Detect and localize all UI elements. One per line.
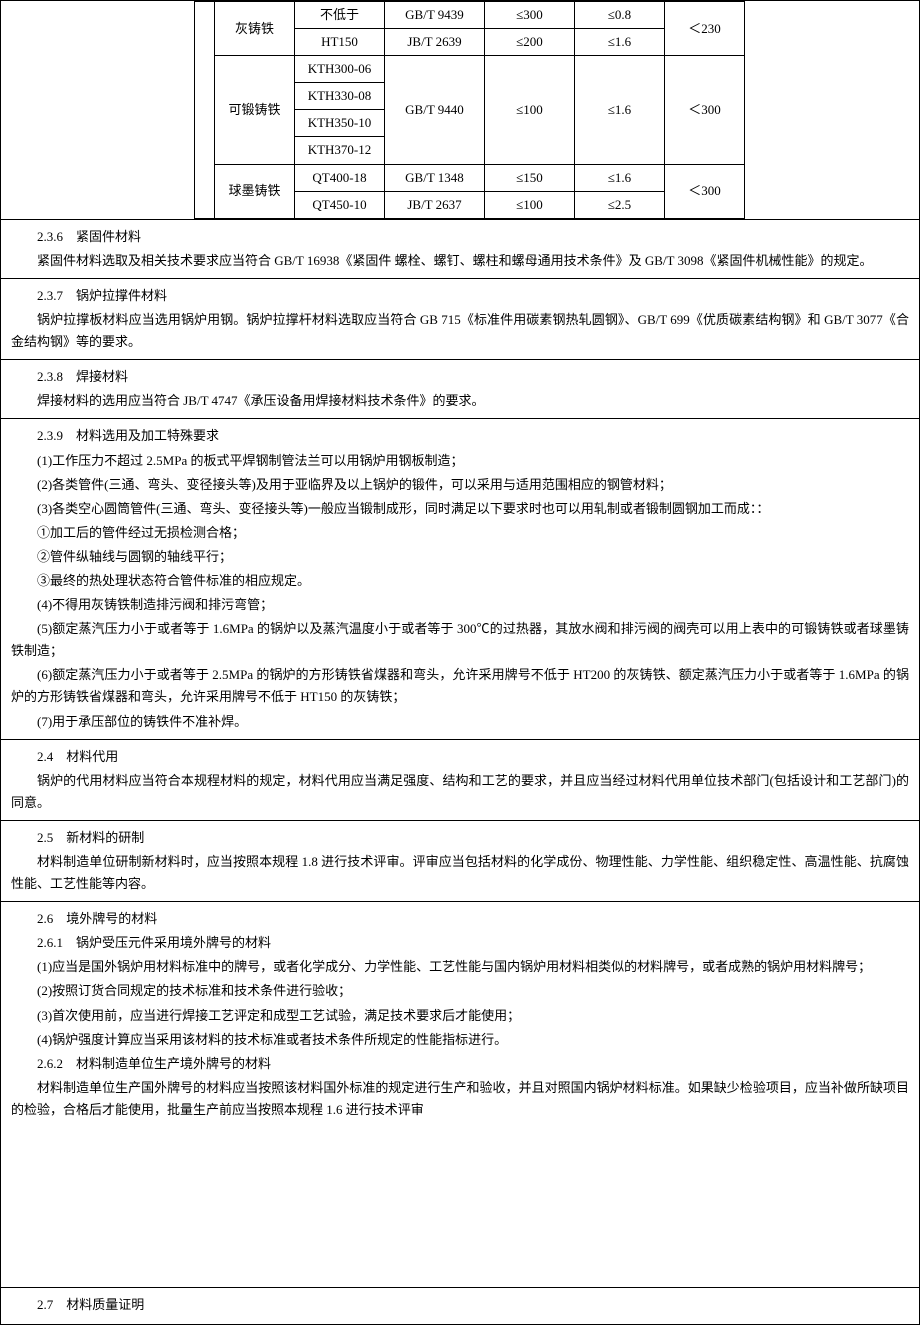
section-title: 2.3.8 焊接材料 bbox=[11, 366, 909, 388]
paragraph: (6)额定蒸汽压力小于或者等于 2.5MPa 的锅炉的方形铸铁省煤器和弯头，允许… bbox=[11, 664, 909, 708]
paragraph: (1)工作压力不超过 2.5MPa 的板式平焊钢制管法兰可以用锅炉用钢板制造； bbox=[11, 450, 909, 472]
paragraph: (7)用于承压部位的铸铁件不准补焊。 bbox=[11, 711, 909, 733]
grade-cell: HT150 bbox=[295, 29, 385, 56]
paragraph: 材料制造单位研制新材料时，应当按照本规程 1.8 进行技术评审。评审应当包括材料… bbox=[11, 851, 909, 895]
value-cell: ≤300 bbox=[485, 2, 575, 29]
value-cell: ＜300 bbox=[665, 56, 745, 164]
section-title: 2.5 新材料的研制 bbox=[11, 827, 909, 849]
paragraph: ②管件纵轴线与圆钢的轴线平行； bbox=[11, 546, 909, 568]
paragraph: (2)各类管件(三通、弯头、变径接头等)及用于亚临界及以上锅炉的锻件，可以采用与… bbox=[11, 474, 909, 496]
section-237: 2.3.7 锅炉拉撑件材料 锅炉拉撑板材料应当选用锅炉用钢。锅炉拉撑杆材料选取应… bbox=[1, 279, 919, 359]
value-cell: ≤1.6 bbox=[575, 164, 665, 191]
section-24: 2.4 材料代用 锅炉的代用材料应当符合本规程材料的规定，材料代用应当满足强度、… bbox=[1, 740, 919, 820]
grade-cell: 不低于 bbox=[295, 2, 385, 29]
paragraph: 材料制造单位生产国外牌号的材料应当按照该材料国外标准的规定进行生产和验收，并且对… bbox=[11, 1077, 909, 1121]
section-27: 2.7 材料质量证明 bbox=[1, 1287, 919, 1324]
section-title: 2.4 材料代用 bbox=[11, 746, 909, 768]
grade-cell: KTH350-10 bbox=[295, 110, 385, 137]
value-cell: ≤100 bbox=[485, 56, 575, 164]
table-row: 球墨铸铁 QT400-18 GB/T 1348 ≤150 ≤1.6 ＜300 bbox=[195, 164, 745, 191]
table-section: 灰铸铁 不低于 GB/T 9439 ≤300 ≤0.8 ＜230 HT150 J… bbox=[1, 1, 919, 220]
paragraph: (2)按照订货合同规定的技术标准和技术条件进行验收； bbox=[11, 980, 909, 1002]
std-cell: JB/T 2637 bbox=[385, 191, 485, 218]
section-239: 2.3.9 材料选用及加工特殊要求 (1)工作压力不超过 2.5MPa 的板式平… bbox=[1, 419, 919, 738]
grade-cell: QT450-10 bbox=[295, 191, 385, 218]
value-cell: ≤200 bbox=[485, 29, 575, 56]
paragraph: (3)各类空心圆筒管件(三通、弯头、变径接头等)一般应当锻制成形，同时满足以下要… bbox=[11, 498, 909, 520]
paragraph: 焊接材料的选用应当符合 JB/T 4747《承压设备用焊接材料技术条件》的要求。 bbox=[11, 390, 909, 412]
empty-cell bbox=[195, 2, 215, 219]
table-row: 可锻铸铁 KTH300-06 GB/T 9440 ≤100 ≤1.6 ＜300 bbox=[195, 56, 745, 83]
page-container: 灰铸铁 不低于 GB/T 9439 ≤300 ≤0.8 ＜230 HT150 J… bbox=[0, 0, 920, 1325]
grade-cell: KTH370-12 bbox=[295, 137, 385, 164]
value-cell: ＜300 bbox=[665, 164, 745, 218]
table-row: 灰铸铁 不低于 GB/T 9439 ≤300 ≤0.8 ＜230 bbox=[195, 2, 745, 29]
material-cell: 可锻铸铁 bbox=[215, 56, 295, 164]
section-236: 2.3.6 紧固件材料 紧固件材料选取及相关技术要求应当符合 GB/T 1693… bbox=[1, 220, 919, 278]
grade-cell: KTH300-06 bbox=[295, 56, 385, 83]
section-238: 2.3.8 焊接材料 焊接材料的选用应当符合 JB/T 4747《承压设备用焊接… bbox=[1, 360, 919, 418]
spacer bbox=[11, 1123, 909, 1283]
value-cell: ≤100 bbox=[485, 191, 575, 218]
std-cell: JB/T 2639 bbox=[385, 29, 485, 56]
paragraph: (4)锅炉强度计算应当采用该材料的技术标准或者技术条件所规定的性能指标进行。 bbox=[11, 1029, 909, 1051]
value-cell: ≤1.6 bbox=[575, 56, 665, 164]
value-cell: ＜230 bbox=[665, 2, 745, 56]
paragraph: ①加工后的管件经过无损检测合格； bbox=[11, 522, 909, 544]
paragraph: 紧固件材料选取及相关技术要求应当符合 GB/T 16938《紧固件 螺栓、螺钉、… bbox=[11, 250, 909, 272]
paragraph: 锅炉拉撑板材料应当选用锅炉用钢。锅炉拉撑杆材料选取应当符合 GB 715《标准件… bbox=[11, 309, 909, 353]
material-table: 灰铸铁 不低于 GB/T 9439 ≤300 ≤0.8 ＜230 HT150 J… bbox=[194, 1, 745, 219]
grade-cell: QT400-18 bbox=[295, 164, 385, 191]
subsection-title: 2.6.2 材料制造单位生产境外牌号的材料 bbox=[11, 1053, 909, 1075]
paragraph: (4)不得用灰铸铁制造排污阀和排污弯管； bbox=[11, 594, 909, 616]
section-title: 2.7 材料质量证明 bbox=[11, 1294, 909, 1316]
subsection-title: 2.6.1 锅炉受压元件采用境外牌号的材料 bbox=[11, 932, 909, 954]
paragraph: (3)首次使用前，应当进行焊接工艺评定和成型工艺试验，满足技术要求后才能使用； bbox=[11, 1005, 909, 1027]
section-title: 2.6 境外牌号的材料 bbox=[11, 908, 909, 930]
paragraph: ③最终的热处理状态符合管件标准的相应规定。 bbox=[11, 570, 909, 592]
paragraph: (5)额定蒸汽压力小于或者等于 1.6MPa 的锅炉以及蒸汽温度小于或者等于 3… bbox=[11, 618, 909, 662]
material-cell: 灰铸铁 bbox=[215, 2, 295, 56]
value-cell: ≤2.5 bbox=[575, 191, 665, 218]
section-title: 2.3.9 材料选用及加工特殊要求 bbox=[11, 425, 909, 447]
paragraph: 锅炉的代用材料应当符合本规程材料的规定，材料代用应当满足强度、结构和工艺的要求，… bbox=[11, 770, 909, 814]
std-cell: GB/T 9440 bbox=[385, 56, 485, 164]
material-cell: 球墨铸铁 bbox=[215, 164, 295, 218]
section-title: 2.3.6 紧固件材料 bbox=[11, 226, 909, 248]
value-cell: ≤150 bbox=[485, 164, 575, 191]
value-cell: ≤1.6 bbox=[575, 29, 665, 56]
section-title: 2.3.7 锅炉拉撑件材料 bbox=[11, 285, 909, 307]
section-25: 2.5 新材料的研制 材料制造单位研制新材料时，应当按照本规程 1.8 进行技术… bbox=[1, 821, 919, 901]
value-cell: ≤0.8 bbox=[575, 2, 665, 29]
grade-cell: KTH330-08 bbox=[295, 83, 385, 110]
section-26: 2.6 境外牌号的材料 2.6.1 锅炉受压元件采用境外牌号的材料 (1)应当是… bbox=[1, 902, 919, 1287]
std-cell: GB/T 9439 bbox=[385, 2, 485, 29]
paragraph: (1)应当是国外锅炉用材料标准中的牌号，或者化学成分、力学性能、工艺性能与国内锅… bbox=[11, 956, 909, 978]
std-cell: GB/T 1348 bbox=[385, 164, 485, 191]
